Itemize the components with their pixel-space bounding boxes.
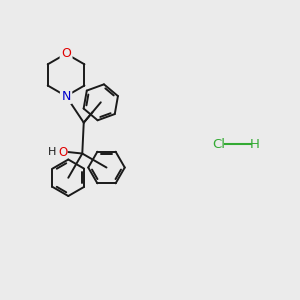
- Text: O: O: [58, 146, 67, 159]
- Text: H: H: [48, 147, 56, 157]
- Text: H: H: [250, 138, 260, 151]
- Text: N: N: [61, 90, 71, 103]
- Text: O: O: [61, 47, 71, 60]
- Text: Cl: Cl: [213, 138, 226, 151]
